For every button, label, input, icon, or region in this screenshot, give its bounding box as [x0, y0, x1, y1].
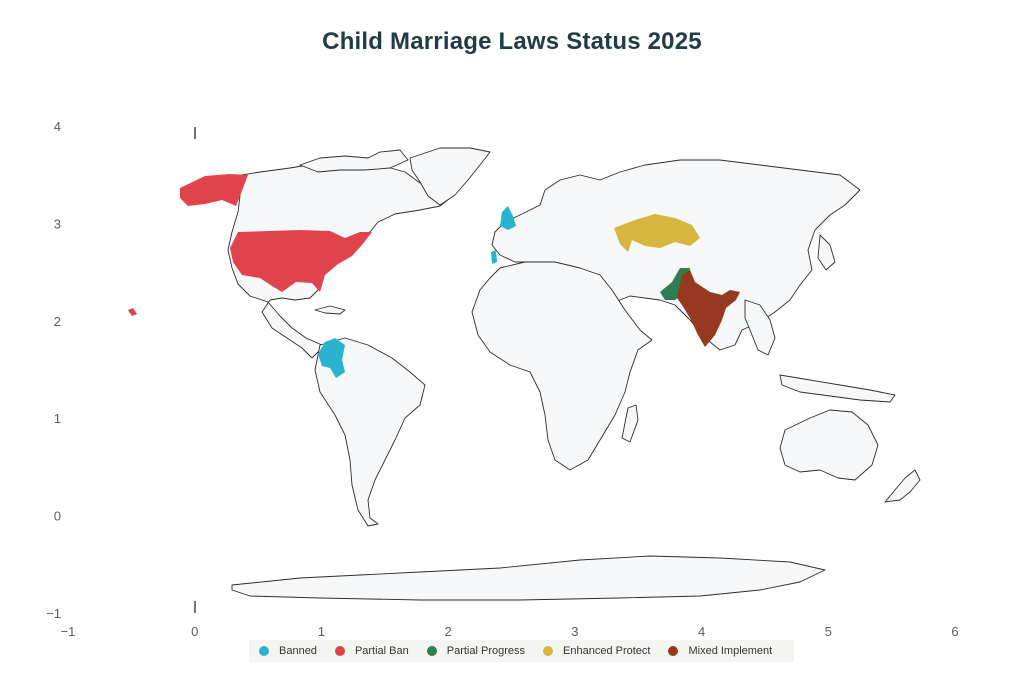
region-kazakhstan — [614, 214, 700, 252]
y-axis-ticks: 4 3 2 1 0 −1 — [46, 119, 61, 621]
land-indochina — [744, 299, 776, 356]
land-caribbean — [314, 305, 346, 315]
y-tick-label: −1 — [46, 606, 61, 621]
x-axis-ticks: −1 0 1 2 3 4 5 6 — [61, 624, 959, 639]
y-tick-label: 3 — [54, 216, 61, 231]
legend-dot-icon — [259, 646, 269, 656]
legend-label: Partial Ban — [354, 645, 409, 657]
y-tick-label: 1 — [54, 411, 61, 426]
legend-item-enhanced-protect[interactable]: Enhanced Protect — [543, 645, 650, 657]
legend: Banned Partial Ban Partial Progress Enhance… — [249, 640, 795, 662]
region-united-kingdom — [500, 206, 516, 230]
x-tick-label: 6 — [951, 624, 958, 639]
land-greenland — [409, 147, 491, 206]
region-united-states — [230, 230, 372, 292]
land-madagascar — [621, 404, 639, 443]
chart-title: Child Marriage Laws Status 2025 — [322, 28, 702, 55]
land-south-america — [314, 337, 426, 527]
land-japan — [817, 234, 836, 271]
legend-item-partial-ban[interactable]: Partial Ban — [334, 645, 409, 657]
x-tick-label: 1 — [318, 624, 325, 639]
legend-item-partial-progress[interactable]: Partial Progress — [426, 645, 526, 657]
region-alaska — [180, 174, 248, 206]
legend-dot-icon — [668, 646, 679, 656]
land-antarctica — [231, 555, 826, 601]
legend-label: Enhanced Protect — [563, 645, 651, 657]
land-australia — [779, 409, 879, 481]
legend-label: Partial Progress — [446, 645, 526, 657]
region-portugal — [491, 250, 497, 264]
x-tick-label: 5 — [825, 624, 832, 639]
legend-dot-icon — [426, 646, 437, 656]
region-hawaii — [128, 308, 137, 316]
land-arctic-islands — [299, 149, 409, 173]
region-colombia — [318, 338, 345, 378]
land-new-zealand — [884, 469, 921, 503]
legend-label: Mixed Implement — [688, 645, 773, 657]
land-africa — [471, 261, 653, 471]
land-indonesia — [779, 374, 896, 403]
y-tick-label: 2 — [54, 314, 61, 329]
legend-dot-icon — [334, 646, 345, 656]
x-tick-label: 3 — [571, 624, 578, 639]
legend-label: Banned — [279, 645, 317, 657]
x-tick-label: 0 — [191, 624, 198, 639]
y-tick-label: 0 — [54, 509, 61, 524]
y-tick-label: 4 — [54, 119, 61, 134]
legend-item-mixed-implement[interactable]: Mixed Implement — [668, 645, 772, 657]
x-tick-label: −1 — [61, 624, 76, 639]
region-india — [677, 270, 740, 347]
legend-dot-icon — [543, 646, 554, 656]
x-tick-label: 4 — [698, 624, 705, 639]
legend-item-banned[interactable]: Banned — [259, 645, 317, 657]
x-tick-label: 2 — [445, 624, 452, 639]
